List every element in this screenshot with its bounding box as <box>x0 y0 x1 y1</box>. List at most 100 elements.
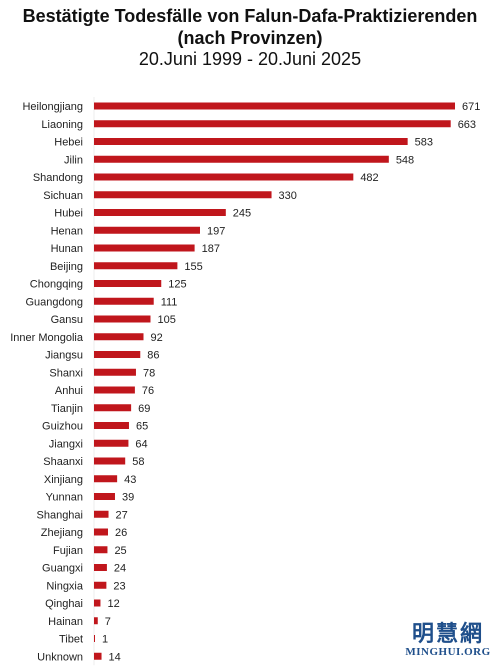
value-label: 583 <box>415 137 433 149</box>
value-label: 76 <box>142 385 154 397</box>
category-label: Tianjin <box>51 403 83 415</box>
value-label: 548 <box>396 154 414 166</box>
value-label: 125 <box>168 279 186 291</box>
bar <box>94 368 136 376</box>
category-label: Liaoning <box>41 119 83 131</box>
category-label: Hainan <box>48 616 83 628</box>
category-label: Yunnan <box>46 492 83 504</box>
category-label: Guangxi <box>42 563 83 575</box>
value-label: 25 <box>114 545 126 557</box>
bar <box>94 652 102 660</box>
value-label: 86 <box>147 350 159 362</box>
bar <box>94 617 98 625</box>
bar <box>94 351 141 358</box>
bar <box>94 404 132 412</box>
bar <box>94 564 107 571</box>
bar <box>94 173 354 181</box>
value-label: 27 <box>116 509 128 521</box>
chart-subtitle: (nach Provinzen) <box>177 28 323 48</box>
bar <box>94 297 154 305</box>
category-label: Shaanxi <box>43 456 83 468</box>
bar <box>94 226 200 234</box>
value-label: 26 <box>115 527 127 539</box>
category-label: Hubei <box>54 208 83 220</box>
value-label: 39 <box>122 492 134 504</box>
value-label: 12 <box>107 598 119 610</box>
category-label: Zhejiang <box>41 527 83 539</box>
bar <box>94 191 272 199</box>
category-label: Shanghai <box>37 509 84 521</box>
value-label: 24 <box>114 563 126 575</box>
logo-cjk-text: 明慧網 <box>411 621 484 647</box>
category-label: Jiangxi <box>49 438 83 450</box>
value-label: 69 <box>138 403 150 415</box>
bar <box>94 510 109 518</box>
value-label: 482 <box>360 172 378 184</box>
category-label: Beijing <box>50 261 83 273</box>
value-label: 1 <box>102 634 108 646</box>
value-label: 23 <box>113 580 125 592</box>
bar <box>94 528 108 536</box>
category-label: Unknown <box>37 651 83 663</box>
value-label: 65 <box>136 421 148 433</box>
bar <box>94 138 408 145</box>
category-label: Hunan <box>51 243 83 255</box>
value-label: 663 <box>458 119 476 131</box>
bar <box>94 244 195 252</box>
value-label: 197 <box>207 225 225 237</box>
bar <box>94 155 389 163</box>
category-label: Gansu <box>51 314 83 326</box>
category-label: Ningxia <box>46 580 84 592</box>
bar <box>94 209 226 216</box>
category-label: Jiangsu <box>45 350 83 362</box>
value-label: 671 <box>462 101 480 113</box>
category-label: Inner Mongolia <box>10 332 84 344</box>
bar <box>94 475 118 483</box>
category-label: Chongqing <box>30 279 83 291</box>
minghui-logo: 明慧網 MINGHUI.ORG <box>400 622 496 659</box>
category-label: Shandong <box>33 172 83 184</box>
bar <box>94 333 144 341</box>
category-label: Anhui <box>55 385 83 397</box>
value-label: 7 <box>105 616 111 628</box>
value-label: 105 <box>157 314 175 326</box>
category-label: Guizhou <box>42 421 83 433</box>
category-label: Sichuan <box>43 190 83 202</box>
bar <box>94 422 129 429</box>
bar <box>94 262 178 270</box>
bar <box>94 457 126 465</box>
value-label: 245 <box>233 208 251 220</box>
bar <box>94 546 108 554</box>
value-label: 187 <box>202 243 220 255</box>
category-label: Fujian <box>53 545 83 557</box>
category-label: Shanxi <box>49 367 83 379</box>
bar <box>94 102 455 110</box>
bar <box>94 439 129 447</box>
category-label: Henan <box>51 225 83 237</box>
value-label: 14 <box>109 651 121 663</box>
bar <box>94 493 115 500</box>
value-label: 92 <box>150 332 162 344</box>
value-label: 155 <box>184 261 202 273</box>
value-label: 64 <box>135 438 147 450</box>
bar <box>94 599 101 607</box>
bar <box>94 581 107 589</box>
bar <box>94 315 151 323</box>
value-label: 78 <box>143 367 155 379</box>
bar <box>94 635 95 642</box>
bar <box>94 120 451 128</box>
logo-site-text: MINGHUI.ORG <box>405 646 491 658</box>
category-label: Hebei <box>54 137 83 149</box>
value-label: 111 <box>161 296 178 308</box>
value-label: 58 <box>132 456 144 468</box>
bar <box>94 386 135 394</box>
category-label: Guangdong <box>26 296 84 308</box>
value-label: 330 <box>279 190 297 202</box>
category-label: Xinjiang <box>44 474 83 486</box>
category-label: Qinghai <box>45 598 83 610</box>
category-label: Tibet <box>59 634 83 646</box>
value-label: 43 <box>124 474 136 486</box>
category-label: Heilongjiang <box>22 101 83 113</box>
chart-date-range: 20.Juni 1999 - 20.Juni 2025 <box>138 49 362 69</box>
